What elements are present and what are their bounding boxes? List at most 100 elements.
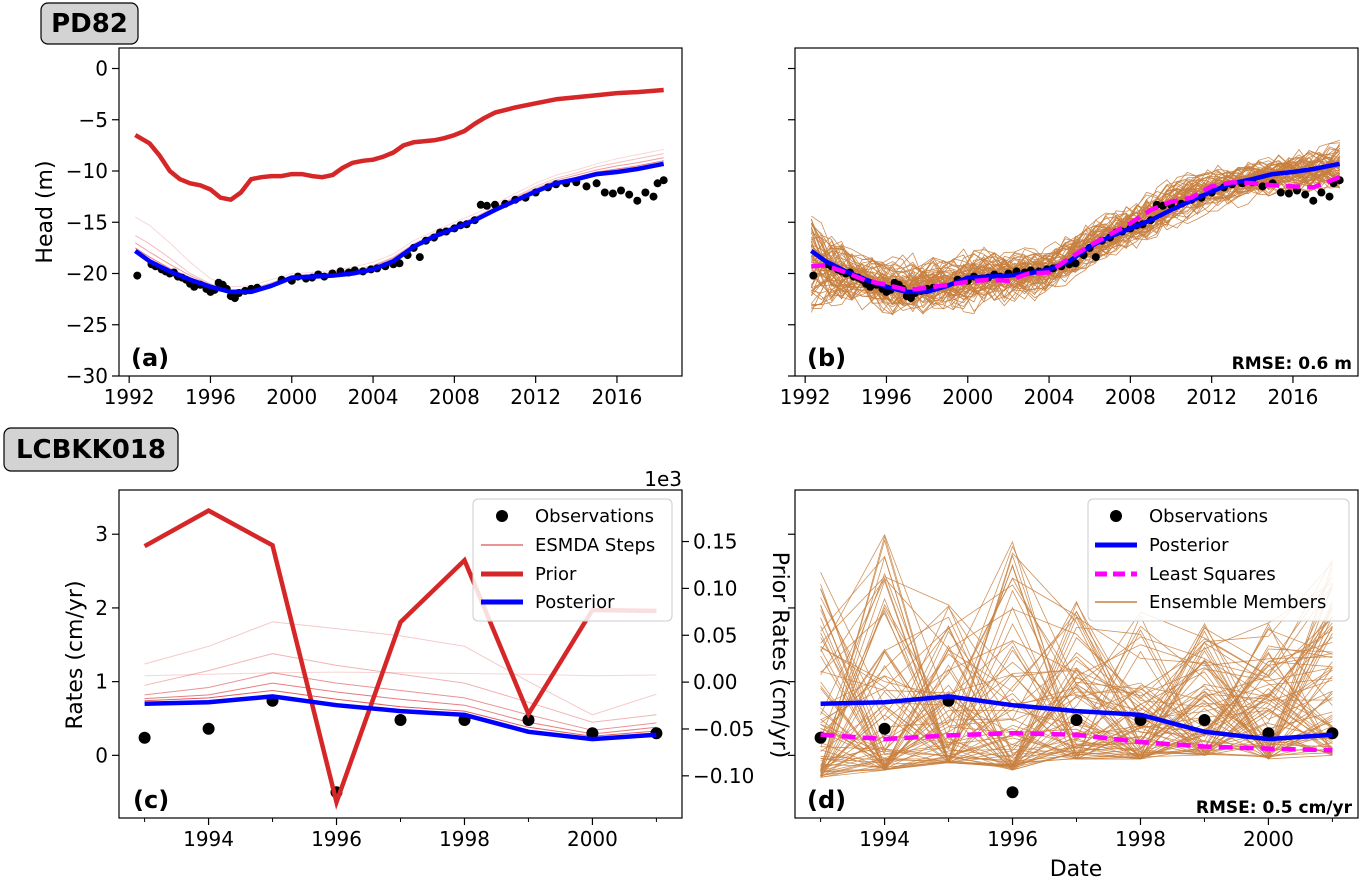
a-observation-11 <box>190 282 199 291</box>
b-xtick-label-0: 1992 <box>780 385 831 409</box>
c-observation-6 <box>522 714 535 726</box>
d-xtick-label-1: 1996 <box>987 827 1038 851</box>
c-posterior-line <box>144 694 657 742</box>
c-esmda-step-2 <box>144 672 657 731</box>
a-ytick-label-3: −15 <box>66 210 108 234</box>
a-observation-65 <box>592 179 601 188</box>
panel-a: 1992 1996 2000 2004 2008 2012 2016 0 −5 −10 −15 −20… <box>33 47 683 409</box>
c-xtick-label-3: 2000 <box>567 827 618 851</box>
c-ytick-label-0: 0 <box>95 743 108 767</box>
b-xtick-label-3: 2004 <box>1024 385 1075 409</box>
panel-a-ylabel: Head (m) <box>33 160 58 263</box>
d-ensemble-member-23 <box>820 579 1333 767</box>
d-ensemble-member-53 <box>820 617 1333 771</box>
b-xtick-label-2: 2000 <box>942 385 993 409</box>
legend-d-observations: Observations <box>1149 506 1268 527</box>
b-observation-66 <box>1276 188 1285 197</box>
b-ensemble-member-63 <box>810 151 1340 312</box>
d-ensemble-member-43 <box>820 555 1333 776</box>
b-observation-44 <box>1091 253 1100 262</box>
b-ensemble-member-66 <box>811 170 1340 310</box>
a-observation-64 <box>582 182 591 191</box>
d-observation-1 <box>878 722 891 735</box>
a-observation-72 <box>649 192 658 201</box>
c-y2tick-label-5: −0.10 <box>693 764 754 788</box>
b-observation-0 <box>809 271 818 280</box>
legend-c-observations-marker <box>496 510 508 522</box>
c-y2tick-label-2: 0.05 <box>693 623 738 647</box>
panel-b-frame <box>794 47 1359 377</box>
b-xtick-label-5: 2012 <box>1186 385 1237 409</box>
panel-c-ylabel-right: Prior Rates (cm/yr) <box>767 552 792 759</box>
d-ensemble-member-8 <box>820 667 1333 766</box>
b-observation-67 <box>1284 189 1293 198</box>
d-ensemble-member-62 <box>820 572 1333 765</box>
a-observation-67 <box>608 189 617 198</box>
a-esmda-step-1 <box>135 153 664 291</box>
b-observation-69 <box>1301 190 1310 199</box>
c-y2tick-label-1: 0.10 <box>693 576 738 600</box>
d-ensemble-member-76 <box>820 572 1333 762</box>
c-esmda-step-1 <box>144 653 657 723</box>
panel-c: 1994 1996 1998 2000 0 1 2 3 0.15 0.10 0.05 0.00 −0.0… <box>63 467 792 851</box>
panel-b-label: (b) <box>807 344 846 372</box>
d-ensemble-member-41 <box>820 609 1333 764</box>
b-observation-70 <box>1309 196 1318 205</box>
a-observation-66 <box>600 188 609 197</box>
d-ensemble-member-11 <box>820 630 1333 771</box>
a-ytick-label-1: −5 <box>79 108 108 132</box>
c-ytick-label-3: 3 <box>95 522 108 546</box>
d-ensemble-member-78 <box>820 648 1333 772</box>
a-prior-line <box>134 87 664 202</box>
legend-d-leastsq: Least Squares <box>1149 564 1276 585</box>
b-observation-11 <box>866 282 875 291</box>
d-ensemble-member-28 <box>820 675 1333 770</box>
d-ensemble-member-65 <box>820 702 1333 776</box>
c-ytick-label-2: 2 <box>95 596 108 620</box>
a-ytick-label-5: −25 <box>66 313 108 337</box>
well-title-lcbkk018: LCBKK018 <box>3 427 179 472</box>
c-y2tick-label-4: −0.05 <box>693 717 754 741</box>
d-ensemble-member-32 <box>820 533 1333 739</box>
c-xtick-label-0: 1994 <box>183 827 234 851</box>
c-xtick-label-2: 1998 <box>439 827 490 851</box>
d-ensemble-member-39 <box>820 626 1333 768</box>
panel-c-label: (c) <box>133 786 169 814</box>
well-title-lcbkk018-text: LCBKK018 <box>16 435 166 465</box>
legend-d-posterior: Posterior <box>1149 535 1229 556</box>
b-xtick-label-1: 1996 <box>861 385 912 409</box>
d-observation-6 <box>1198 714 1211 726</box>
legend-c-prior: Prior <box>535 564 577 585</box>
a-xtick-label-2: 2000 <box>266 385 317 409</box>
d-ensemble-member-69 <box>820 645 1333 758</box>
a-observation-0 <box>133 271 142 280</box>
b-ensemble-member-25 <box>811 155 1340 306</box>
d-ensemble-member-64 <box>820 605 1333 754</box>
d-ensemble-member-58 <box>820 629 1333 770</box>
d-observation-3 <box>1006 786 1019 799</box>
c-esmda-step-3 <box>144 682 657 735</box>
d-ensemble-member-77 <box>820 587 1333 750</box>
c-observation-4 <box>394 714 407 726</box>
panel-c-multiplier: 1e3 <box>644 467 682 491</box>
c-esmda-step-0 <box>144 621 657 716</box>
a-ytick-label-2: −10 <box>66 159 108 183</box>
a-xtick-label-0: 1992 <box>104 385 155 409</box>
c-esmda-step-5 <box>144 671 657 677</box>
a-observation-53 <box>476 200 485 209</box>
b-observation-64 <box>1258 182 1267 191</box>
c-esmda-step-4 <box>144 689 657 737</box>
legend-c-observations: Observations <box>535 506 654 527</box>
panel-a-frame <box>118 47 683 377</box>
d-ensemble-member-40 <box>820 538 1333 771</box>
d-posterior-line <box>820 694 1333 742</box>
d-ensemble-member-67 <box>820 627 1333 767</box>
legend-c-esmda: ESMDA Steps <box>535 535 655 556</box>
a-observation-54 <box>482 201 491 210</box>
d-xtick-label-3: 2000 <box>1243 827 1294 851</box>
d-ensemble-member-49 <box>820 664 1333 771</box>
a-xtick-label-1: 1996 <box>185 385 236 409</box>
a-observation-41 <box>395 259 404 268</box>
c-observation-1 <box>202 722 215 735</box>
